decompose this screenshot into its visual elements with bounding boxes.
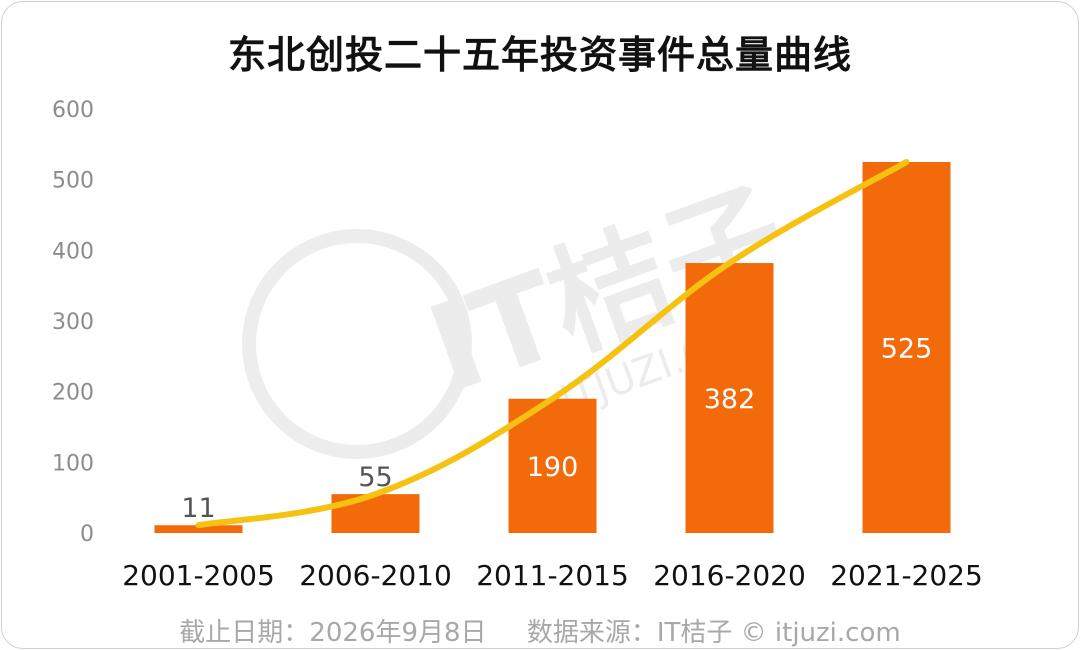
bar	[685, 263, 774, 533]
x-tick-label: 2006-2010	[299, 559, 452, 592]
chart-title: 东北创投二十五年投资事件总量曲线	[227, 33, 852, 77]
footer-date: 截止日期：2026年9月8日	[179, 618, 487, 648]
bar-value-label: 55	[358, 462, 392, 493]
y-tick-label: 200	[52, 381, 94, 406]
y-tick-label: 100	[52, 451, 94, 476]
x-tick-label: 2011-2015	[476, 559, 629, 592]
footer-source: 数据来源：IT桔子 © itjuzi.com	[526, 618, 901, 648]
bar-value-label: 525	[881, 334, 933, 365]
bar	[154, 525, 243, 533]
bar-value-label: 190	[527, 452, 579, 483]
x-tick-label: 2016-2020	[653, 559, 806, 592]
bar-value-label: 382	[704, 384, 756, 415]
footer: 截止日期：2026年9月8日 数据来源：IT桔子 © itjuzi.com	[2, 612, 1078, 648]
x-tick-label: 2021-2025	[830, 559, 983, 592]
y-tick-label: 400	[52, 239, 94, 264]
y-tick-label: 500	[52, 169, 94, 194]
bar-value-label: 11	[181, 493, 215, 524]
y-tick-label: 300	[52, 310, 94, 335]
y-axis: 0 100 200 300 400 500 600	[52, 98, 94, 547]
trend-line	[195, 159, 910, 529]
bar	[862, 162, 951, 533]
value-labels: 11 55 190 382 525	[181, 334, 932, 525]
x-tick-label: 2001-2005	[122, 559, 275, 592]
bar	[331, 494, 420, 533]
watermark-logo-icon	[242, 229, 472, 459]
y-tick-label: 0	[80, 522, 94, 547]
x-axis: 2001-2005 2006-2010 2011-2015 2016-2020 2021…	[122, 559, 983, 592]
y-tick-label: 600	[52, 98, 94, 123]
trend-line-path	[195, 159, 910, 529]
